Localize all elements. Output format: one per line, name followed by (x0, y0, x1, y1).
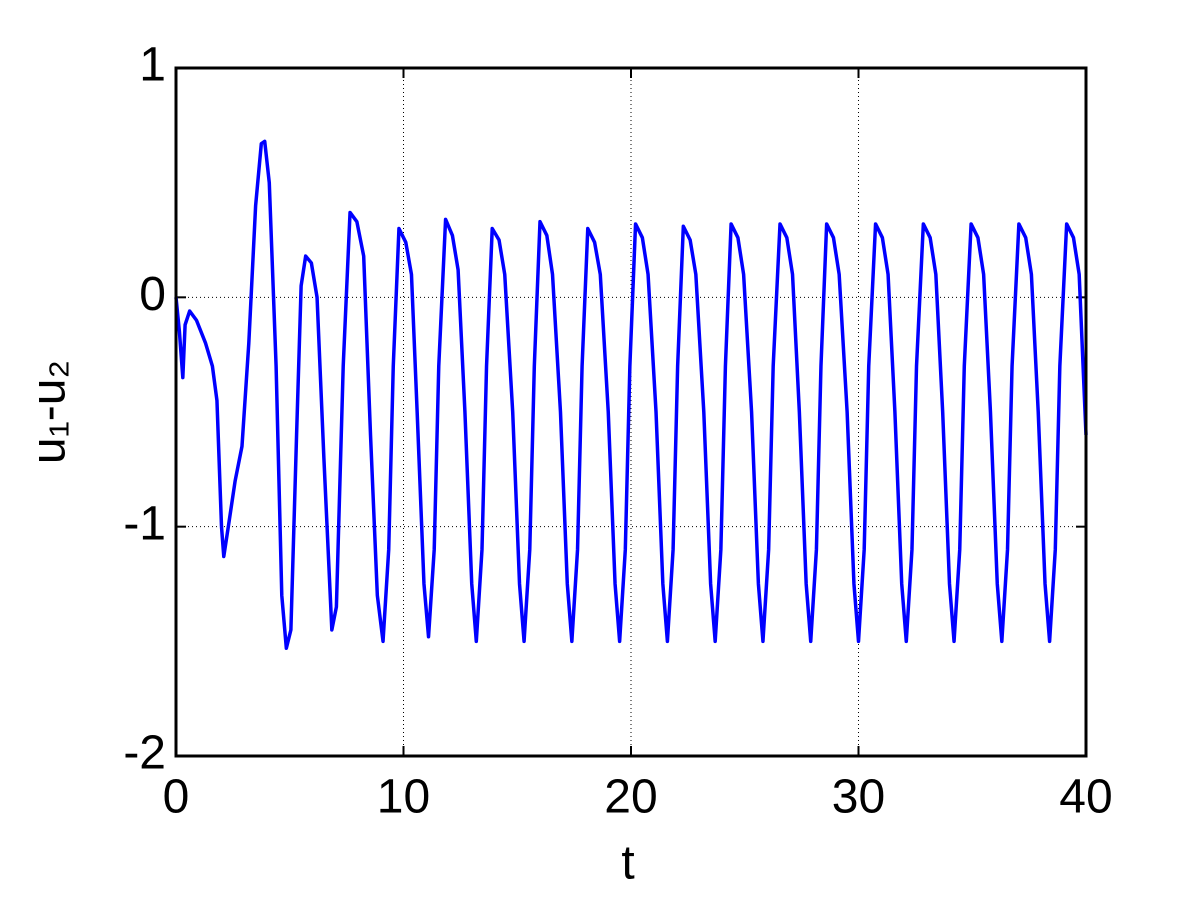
y-axis-label: u₁-u₂ (23, 360, 76, 464)
y-tick-label: 0 (139, 268, 166, 321)
plot-frame (174, 66, 1088, 758)
y-tick-label: -1 (123, 497, 166, 550)
y-tick-label: -2 (123, 727, 166, 780)
x-tick-label: 20 (604, 771, 657, 824)
y-tick-label: 1 (139, 39, 166, 92)
x-tick-label: 0 (163, 771, 190, 824)
x-tick-label: 10 (377, 771, 430, 824)
data-line (174, 139, 1088, 650)
x-tick-label: 40 (1059, 771, 1112, 824)
x-axis-label: t (621, 837, 634, 890)
x-tick-label: 30 (832, 771, 885, 824)
